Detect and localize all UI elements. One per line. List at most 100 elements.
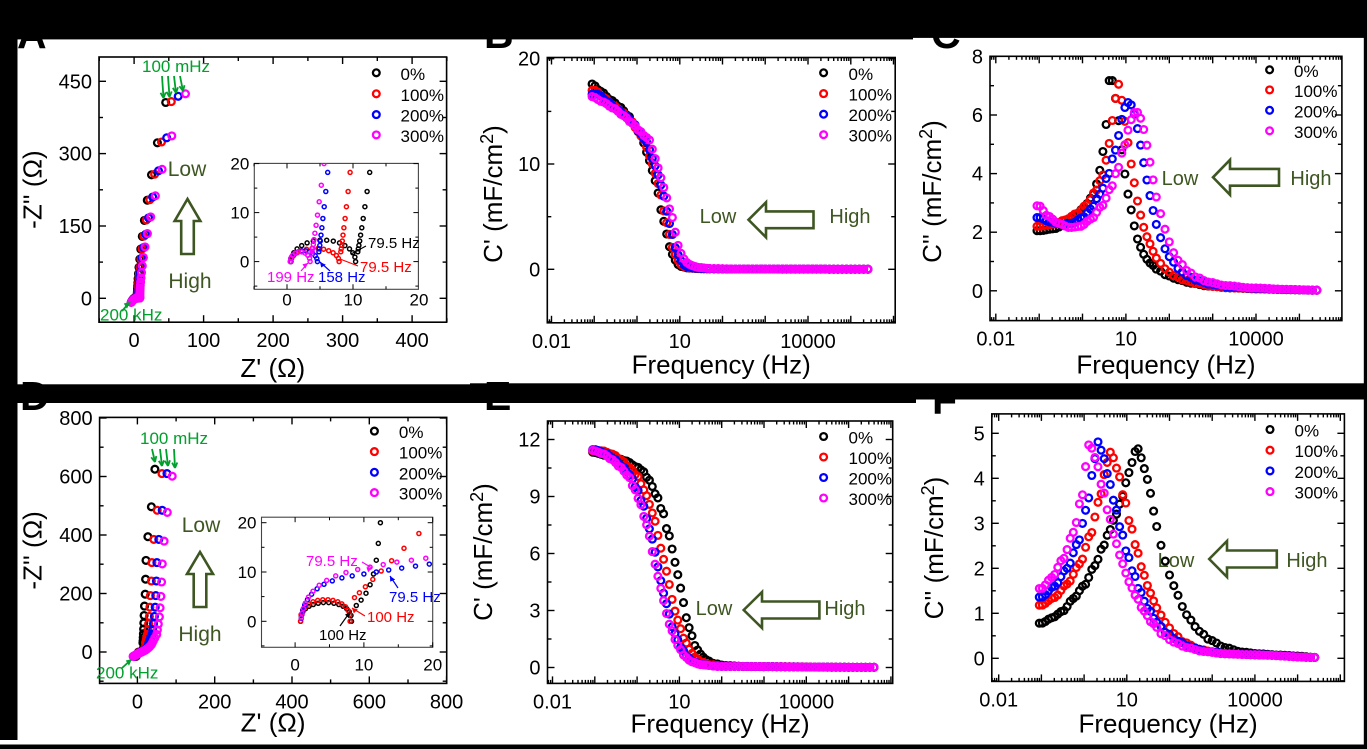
svg-text:2: 2 bbox=[974, 558, 985, 580]
svg-text:0: 0 bbox=[529, 259, 540, 281]
svg-text:10: 10 bbox=[354, 655, 373, 674]
svg-text:10: 10 bbox=[668, 691, 690, 713]
svg-text:79.5 Hz: 79.5 Hz bbox=[360, 259, 412, 276]
svg-text:0%: 0% bbox=[1295, 422, 1320, 441]
svg-text:Frequency (Hz): Frequency (Hz) bbox=[631, 708, 810, 738]
svg-text:10: 10 bbox=[344, 290, 363, 309]
svg-text:300%: 300% bbox=[849, 490, 892, 509]
svg-text:100: 100 bbox=[187, 330, 220, 352]
svg-text:10: 10 bbox=[1115, 329, 1137, 351]
svg-text:0: 0 bbox=[81, 288, 92, 310]
svg-text:0: 0 bbox=[132, 691, 143, 713]
svg-text:158 Hz: 158 Hz bbox=[318, 269, 366, 286]
svg-text:Frequency (Hz): Frequency (Hz) bbox=[1076, 350, 1255, 380]
svg-text:100%: 100% bbox=[401, 86, 444, 105]
svg-text:0: 0 bbox=[81, 642, 92, 664]
svg-text:0: 0 bbox=[129, 330, 140, 352]
svg-text:0: 0 bbox=[529, 658, 540, 680]
svg-text:10000: 10000 bbox=[780, 331, 836, 353]
svg-text:150: 150 bbox=[59, 216, 92, 238]
svg-text:0: 0 bbox=[290, 655, 299, 674]
svg-text:High: High bbox=[829, 206, 870, 228]
svg-text:3: 3 bbox=[529, 601, 540, 623]
svg-text:20: 20 bbox=[410, 290, 429, 309]
svg-text:1: 1 bbox=[974, 603, 985, 625]
svg-text:200: 200 bbox=[256, 330, 289, 352]
svg-text:Low: Low bbox=[700, 206, 737, 228]
svg-text:Low: Low bbox=[1162, 168, 1199, 190]
svg-text:10: 10 bbox=[518, 154, 540, 176]
svg-text:200%: 200% bbox=[1294, 102, 1337, 121]
svg-text:0: 0 bbox=[247, 612, 256, 631]
svg-text:C'' (mF/cm2): C'' (mF/cm2) bbox=[916, 120, 947, 263]
svg-text:High: High bbox=[178, 623, 221, 646]
svg-text:200%: 200% bbox=[399, 464, 442, 483]
svg-text:100%: 100% bbox=[1295, 442, 1338, 461]
svg-text:C' (mF/cm2): C' (mF/cm2) bbox=[467, 483, 498, 621]
svg-text:200 kHz: 200 kHz bbox=[100, 306, 162, 325]
svg-text:-Z'' (Ω): -Z'' (Ω) bbox=[18, 511, 48, 589]
svg-text:2: 2 bbox=[972, 222, 983, 244]
svg-text:79.5 Hz: 79.5 Hz bbox=[368, 235, 420, 252]
svg-text:300%: 300% bbox=[399, 485, 442, 504]
svg-text:0%: 0% bbox=[1294, 62, 1319, 81]
svg-text:High: High bbox=[824, 598, 865, 620]
svg-text:10000: 10000 bbox=[1228, 329, 1284, 351]
svg-text:0.01: 0.01 bbox=[532, 331, 571, 353]
svg-text:Low: Low bbox=[168, 158, 207, 181]
svg-text:20: 20 bbox=[238, 514, 257, 533]
svg-text:79.5 Hz: 79.5 Hz bbox=[389, 589, 441, 606]
svg-text:Z' (Ω): Z' (Ω) bbox=[240, 353, 305, 383]
svg-text:0%: 0% bbox=[849, 429, 874, 448]
svg-text:300: 300 bbox=[59, 144, 92, 166]
svg-text:200 kHz: 200 kHz bbox=[96, 664, 158, 683]
svg-text:200%: 200% bbox=[849, 106, 892, 125]
svg-text:Z' (Ω): Z' (Ω) bbox=[241, 707, 306, 737]
svg-text:79.5 Hz: 79.5 Hz bbox=[306, 553, 358, 570]
svg-text:400: 400 bbox=[395, 330, 428, 352]
svg-text:100%: 100% bbox=[849, 86, 892, 105]
svg-text:High: High bbox=[1290, 168, 1331, 190]
svg-text:9: 9 bbox=[529, 487, 540, 509]
svg-text:Low: Low bbox=[1158, 550, 1195, 572]
svg-text:450: 450 bbox=[59, 71, 92, 93]
svg-text:100 Hz: 100 Hz bbox=[319, 627, 367, 644]
svg-text:200%: 200% bbox=[401, 107, 444, 126]
svg-text:400: 400 bbox=[59, 525, 92, 547]
svg-text:300: 300 bbox=[326, 330, 359, 352]
svg-text:100 Hz: 100 Hz bbox=[367, 609, 415, 626]
svg-text:10000: 10000 bbox=[1227, 689, 1283, 711]
svg-text:300%: 300% bbox=[1295, 484, 1338, 503]
svg-text:100%: 100% bbox=[849, 449, 892, 468]
svg-text:800: 800 bbox=[59, 408, 92, 430]
svg-text:Low: Low bbox=[696, 598, 733, 620]
svg-text:0: 0 bbox=[974, 648, 985, 670]
svg-text:Frequency (Hz): Frequency (Hz) bbox=[1079, 708, 1258, 738]
svg-text:200%: 200% bbox=[849, 470, 892, 489]
svg-text:10: 10 bbox=[1116, 689, 1138, 711]
svg-text:200: 200 bbox=[198, 691, 231, 713]
svg-text:12: 12 bbox=[518, 430, 540, 452]
svg-text:10000: 10000 bbox=[778, 691, 834, 713]
svg-text:Low: Low bbox=[182, 514, 221, 537]
svg-text:800: 800 bbox=[430, 691, 463, 713]
svg-text:0: 0 bbox=[282, 290, 291, 309]
svg-text:C'' (mF/cm2): C'' (mF/cm2) bbox=[918, 477, 949, 620]
svg-text:200: 200 bbox=[59, 584, 92, 606]
svg-text:High: High bbox=[1286, 550, 1327, 572]
svg-text:3: 3 bbox=[974, 513, 985, 535]
svg-text:C' (mF/cm2): C' (mF/cm2) bbox=[477, 125, 508, 263]
svg-text:400: 400 bbox=[275, 691, 308, 713]
svg-text:600: 600 bbox=[59, 467, 92, 489]
svg-text:10: 10 bbox=[238, 563, 257, 582]
svg-text:0.01: 0.01 bbox=[979, 689, 1018, 711]
svg-text:0: 0 bbox=[240, 253, 249, 272]
svg-text:300%: 300% bbox=[849, 127, 892, 146]
svg-text:10: 10 bbox=[230, 204, 249, 223]
svg-text:6: 6 bbox=[529, 544, 540, 566]
svg-text:300%: 300% bbox=[401, 127, 444, 146]
svg-text:100%: 100% bbox=[1294, 82, 1337, 101]
svg-text:5: 5 bbox=[974, 423, 985, 445]
svg-text:300%: 300% bbox=[1294, 123, 1337, 142]
svg-text:-Z'' (Ω): -Z'' (Ω) bbox=[18, 150, 48, 228]
